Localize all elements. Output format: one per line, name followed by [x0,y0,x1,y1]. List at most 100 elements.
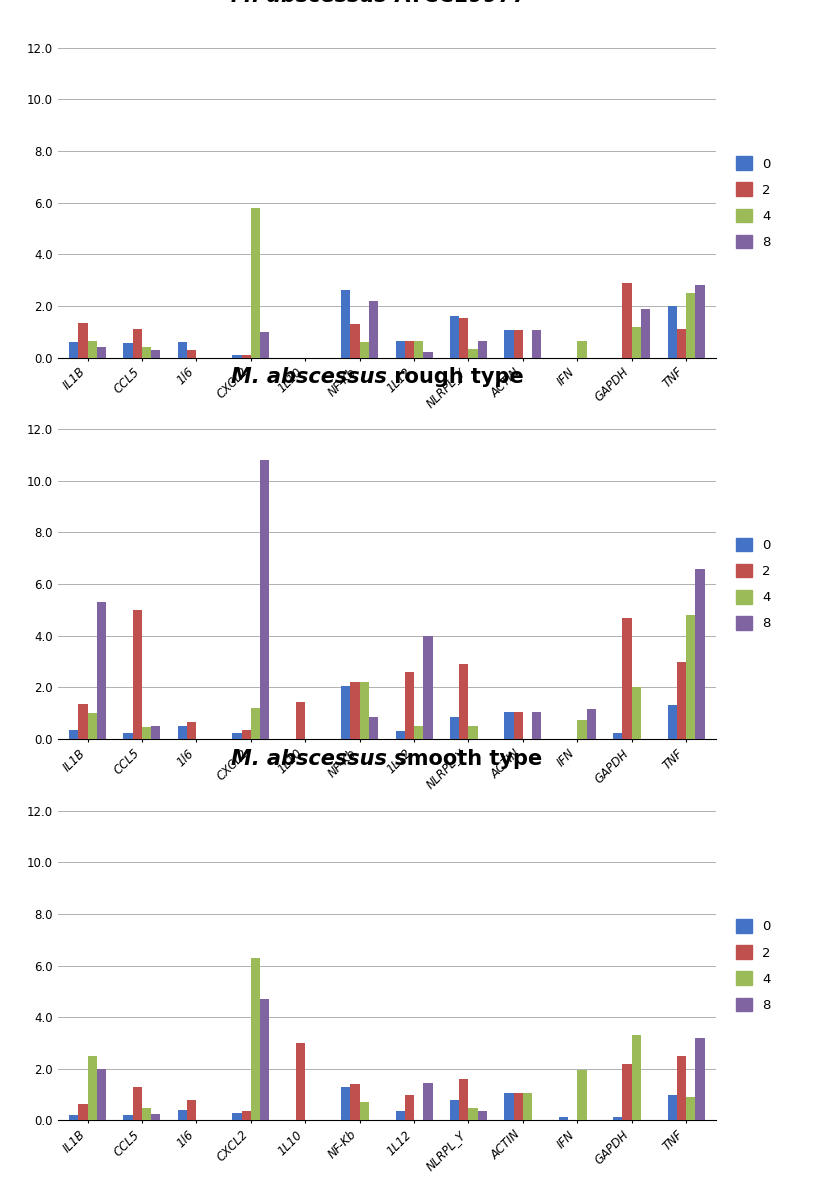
Bar [341,1087,351,1120]
Bar [87,341,97,358]
Bar [187,1100,197,1120]
Bar [360,342,369,358]
Bar [468,348,477,358]
Bar [695,569,704,739]
Text: smooth type: smooth type [387,749,542,769]
Legend: 0, 2, 4, 8: 0, 2, 4, 8 [736,919,770,1012]
Bar [686,615,695,739]
Bar [87,713,97,739]
Bar [151,726,160,739]
Bar [695,285,704,358]
Bar [232,1113,241,1120]
Text: M. abscessus: M. abscessus [231,0,387,6]
Bar [532,712,542,739]
Bar [632,688,641,739]
Bar [622,283,632,358]
Bar [251,207,260,358]
Bar [405,1094,414,1120]
Bar [78,323,87,358]
Bar [142,1107,151,1120]
Bar [178,726,187,739]
Bar [69,1116,78,1120]
Text: ATCC19977: ATCC19977 [387,0,526,6]
Bar [405,672,414,739]
Bar [450,718,459,739]
Bar [351,682,360,739]
Bar [468,1107,477,1120]
Bar [123,343,133,358]
Bar [396,732,405,739]
Bar [514,712,523,739]
Bar [396,341,405,358]
Bar [523,1093,532,1120]
Bar [622,1063,632,1120]
Bar [260,999,269,1120]
Bar [97,347,106,358]
Bar [296,1043,305,1120]
Bar [78,1104,87,1120]
Bar [686,1097,695,1120]
Bar [241,1111,251,1120]
Bar [360,1103,369,1120]
Bar [69,730,78,739]
Bar [423,635,433,739]
Text: M. abscessus: M. abscessus [231,749,387,769]
Bar [133,1087,142,1120]
Bar [559,1117,568,1120]
Bar [260,460,269,739]
Bar [667,706,677,739]
Bar [632,327,641,358]
Bar [69,342,78,358]
Bar [123,733,133,739]
Bar [504,330,514,358]
Bar [296,702,305,739]
Bar [459,1079,468,1120]
Bar [232,355,241,358]
Bar [414,726,423,739]
Bar [260,331,269,358]
Bar [577,341,587,358]
Bar [423,1084,433,1120]
Bar [97,602,106,739]
Bar [251,958,260,1120]
Bar [133,610,142,739]
Bar [450,316,459,358]
Bar [459,664,468,739]
Bar [351,324,360,358]
Bar [587,709,596,739]
Bar [514,1093,523,1120]
Bar [178,342,187,358]
Bar [667,1094,677,1120]
Bar [97,1069,106,1120]
Bar [532,330,542,358]
Bar [251,708,260,739]
Bar [577,1070,587,1120]
Bar [677,329,686,358]
Bar [351,1085,360,1120]
Bar [613,1117,622,1120]
Bar [686,293,695,358]
Bar [577,720,587,739]
Bar [613,733,622,739]
Bar [187,722,197,739]
Bar [187,350,197,358]
Bar [341,291,351,358]
Bar [369,300,378,358]
Bar [151,1115,160,1120]
Bar [369,718,378,739]
Bar [677,1056,686,1120]
Bar [504,712,514,739]
Bar [405,341,414,358]
Bar [151,350,160,358]
Bar [667,306,677,358]
Bar [514,330,523,358]
Legend: 0, 2, 4, 8: 0, 2, 4, 8 [736,156,770,249]
Bar [123,1116,133,1120]
Bar [178,1110,187,1120]
Bar [450,1100,459,1120]
Bar [360,682,369,739]
Bar [78,704,87,739]
Bar [677,662,686,739]
Bar [241,730,251,739]
Bar [232,733,241,739]
